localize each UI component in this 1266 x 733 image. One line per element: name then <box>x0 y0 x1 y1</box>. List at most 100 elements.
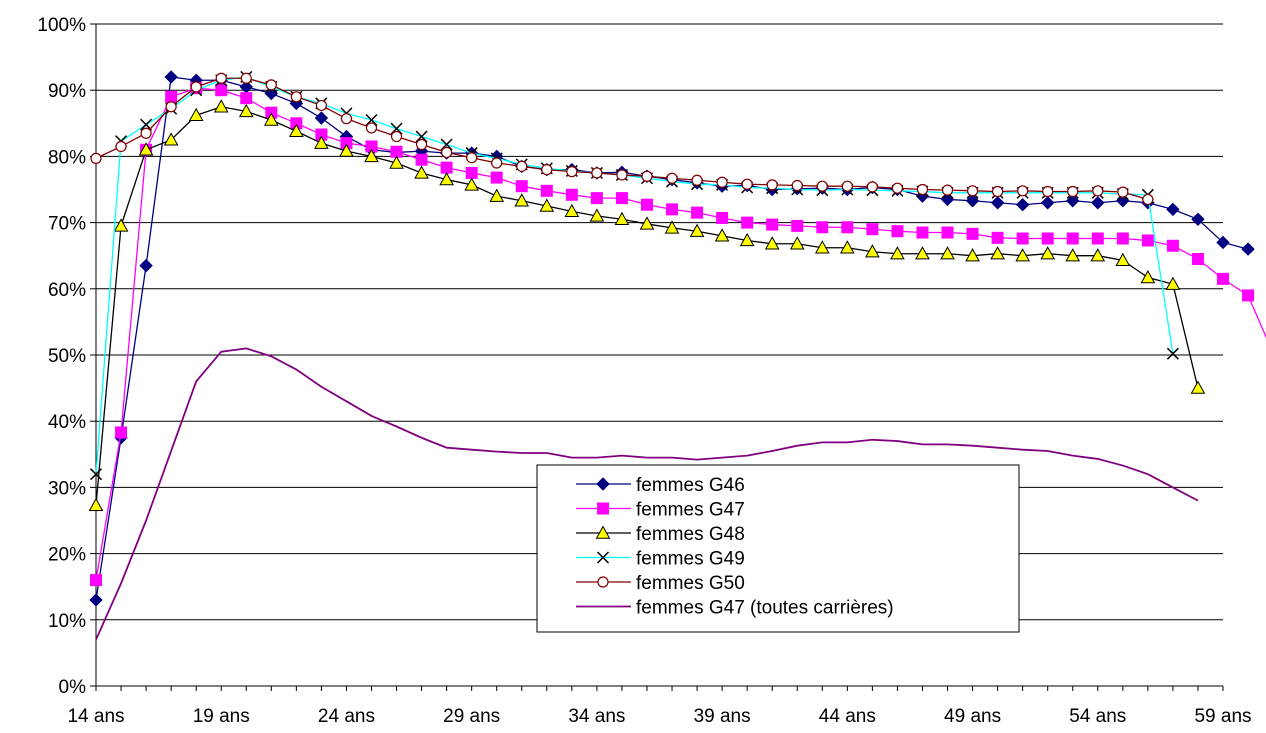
data-point <box>691 174 703 186</box>
data-point <box>290 91 302 103</box>
legend-label: femmes G50 <box>636 573 745 594</box>
legend-label: femmes G46 <box>636 475 745 496</box>
data-point <box>165 90 178 103</box>
data-point <box>1190 380 1206 394</box>
data-point <box>265 79 277 91</box>
data-point <box>1166 239 1179 252</box>
legend-label: femmes G48 <box>636 524 745 545</box>
axes: 0% 10% 20% 30% 40% 50% 60% 70% 80% 90% 100% 14 ans 1… <box>37 15 1251 727</box>
data-point <box>564 203 580 218</box>
data-point <box>1016 232 1029 245</box>
data-point <box>215 72 227 84</box>
data-point <box>514 193 530 207</box>
series-5 <box>90 72 1154 206</box>
x-tick-label: 59 ans <box>1194 706 1251 727</box>
data-point <box>165 101 177 113</box>
data-point <box>1066 232 1079 245</box>
data-point <box>1117 186 1129 198</box>
data-point <box>966 227 979 240</box>
data-point <box>766 179 778 191</box>
data-point <box>88 497 104 511</box>
series-2 <box>90 82 1266 587</box>
data-point <box>1241 242 1255 256</box>
data-point <box>1217 272 1229 285</box>
y-tick-label: 100% <box>37 15 86 36</box>
legend: femmes G46 femmes G47 femmes G48 femmes G49… <box>536 464 1020 633</box>
data-point <box>1216 235 1230 250</box>
legend-swatch-marker <box>596 551 610 564</box>
data-point <box>213 99 229 113</box>
data-point <box>314 111 329 125</box>
data-point <box>1066 194 1080 208</box>
data-point <box>990 246 1005 260</box>
data-point <box>766 218 779 231</box>
data-point <box>641 170 653 182</box>
data-point <box>390 130 403 143</box>
data-point <box>115 140 127 153</box>
data-point <box>666 203 679 216</box>
data-point <box>866 181 878 193</box>
data-point <box>664 220 680 234</box>
data-point <box>439 172 454 186</box>
data-point <box>490 171 503 184</box>
series-3 <box>88 99 1206 511</box>
data-point <box>991 185 1004 198</box>
data-point <box>90 152 102 164</box>
data-point <box>841 221 854 234</box>
data-point <box>941 184 954 196</box>
data-point <box>466 152 478 164</box>
data-point <box>441 146 453 159</box>
data-point <box>390 122 403 135</box>
y-tick-label: 80% <box>48 147 86 168</box>
data-point <box>816 180 828 192</box>
data-point <box>1092 185 1104 197</box>
data-point <box>315 99 327 112</box>
data-point <box>1166 347 1179 360</box>
data-point <box>639 216 655 230</box>
data-point <box>440 161 453 174</box>
data-point <box>314 135 329 149</box>
data-point <box>263 112 279 126</box>
data-point <box>640 198 653 211</box>
data-point <box>1015 248 1030 262</box>
data-point <box>215 84 228 97</box>
x-tick-label: 39 ans <box>694 706 751 727</box>
data-point <box>791 179 803 192</box>
data-point <box>589 208 605 222</box>
data-point <box>539 198 555 212</box>
data-point <box>789 236 805 250</box>
data-point <box>188 107 204 122</box>
data-point <box>1191 212 1205 226</box>
data-point <box>240 72 252 84</box>
data-point <box>764 236 780 250</box>
data-point <box>515 180 528 193</box>
data-point <box>991 231 1004 244</box>
data-point <box>741 178 753 190</box>
data-point <box>1141 234 1154 247</box>
data-point <box>465 166 478 179</box>
data-point <box>289 123 304 137</box>
data-point <box>464 177 480 191</box>
x-tick-label: 24 ans <box>318 706 375 727</box>
data-point <box>364 148 379 163</box>
data-point <box>365 122 378 134</box>
x-tick-label: 29 ans <box>443 706 500 727</box>
legend-item: femmes G49 <box>576 549 745 570</box>
data-point <box>614 211 630 225</box>
data-point <box>1091 196 1105 210</box>
data-point <box>1040 246 1056 260</box>
data-point <box>716 211 729 224</box>
data-point <box>1042 185 1054 198</box>
x-tick-label: 44 ans <box>819 706 876 727</box>
data-point <box>739 232 755 247</box>
data-point <box>1015 198 1030 212</box>
data-point <box>139 258 153 273</box>
data-point <box>1140 270 1156 284</box>
data-point <box>591 167 603 179</box>
data-point <box>140 127 152 139</box>
legend-label: femmes G47 <box>636 500 745 521</box>
data-point <box>565 188 578 201</box>
data-point <box>164 70 178 84</box>
legend-item: femmes G50 <box>576 573 745 594</box>
